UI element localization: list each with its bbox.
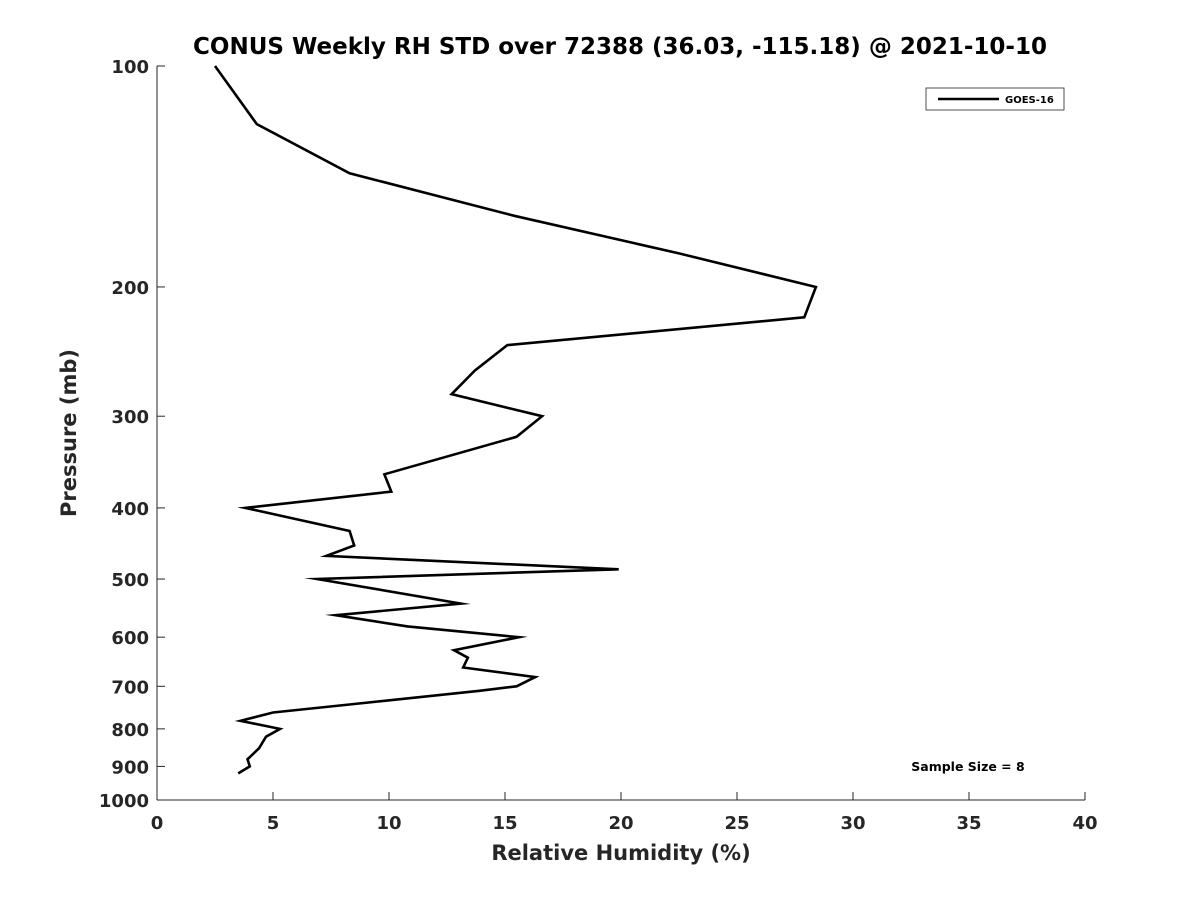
y-tick-label: 100 (111, 57, 149, 78)
legend: GOES-16 (925, 87, 1065, 111)
x-ticks: 0 5 10 15 20 25 30 35 40 (151, 792, 1098, 834)
x-tick-label: 35 (956, 813, 981, 834)
series-layer (213, 65, 818, 775)
y-tick-label: 1000 (99, 791, 149, 812)
y-tick-label: 600 (111, 628, 149, 649)
sample-size-annotation: Sample Size = 8 (911, 759, 1024, 774)
y-tick-label: 300 (111, 407, 149, 428)
x-tick-label: 15 (492, 813, 517, 834)
x-tick-label: 5 (267, 813, 280, 834)
x-tick-label: 25 (724, 813, 749, 834)
x-tick-label: 0 (151, 813, 164, 834)
series-line-goes-16 (213, 65, 818, 775)
chart-title: CONUS Weekly RH STD over 72388 (36.03, -… (193, 34, 1047, 60)
x-axis-label: Relative Humidity (%) (491, 841, 750, 865)
y-tick-label: 200 (111, 278, 149, 299)
x-tick-label: 10 (376, 813, 401, 834)
y-axis-label: Pressure (mb) (57, 349, 81, 517)
y-tick-label: 500 (111, 570, 149, 591)
y-tick-label: 900 (111, 757, 149, 778)
x-tick-label: 40 (1072, 813, 1097, 834)
y-tick-label: 400 (111, 499, 149, 520)
legend-label-goes-16: GOES-16 (1005, 95, 1054, 106)
x-tick-label: 20 (608, 813, 633, 834)
x-tick-label: 30 (840, 813, 865, 834)
y-tick-label: 700 (111, 677, 149, 698)
y-tick-label: 800 (111, 720, 149, 741)
y-ticks: 100 200 300 400 500 600 700 800 900 1000 (99, 57, 165, 812)
